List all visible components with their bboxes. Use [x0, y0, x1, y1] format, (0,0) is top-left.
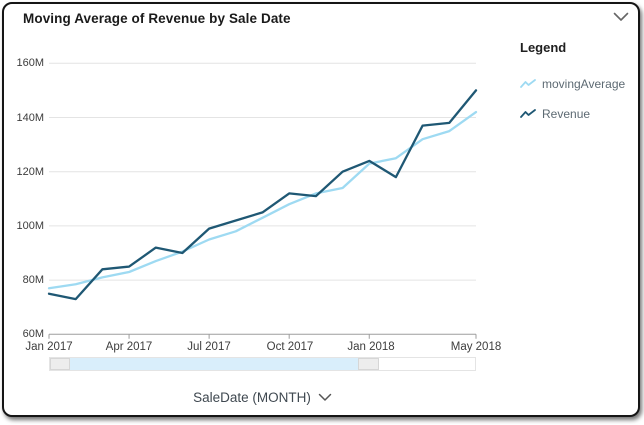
- y-axis-tick-label: 100M: [16, 220, 44, 232]
- x-axis-field-control[interactable]: SaleDate (MONTH): [49, 387, 476, 407]
- scrollbar-selected-range[interactable]: [70, 358, 358, 370]
- collapse-chevron-icon[interactable]: [611, 9, 631, 25]
- y-axis-tick-label: 120M: [16, 166, 44, 178]
- line-swatch-icon: [520, 79, 536, 88]
- y-axis-tick-label: 160M: [16, 57, 44, 69]
- legend-title: Legend: [520, 40, 567, 55]
- legend-item-movingaverage[interactable]: movingAverage: [520, 77, 638, 91]
- chart-title: Moving Average of Revenue by Sale Date: [23, 11, 291, 26]
- legend-item-label: movingAverage: [542, 77, 626, 91]
- y-axis-tick-label: 140M: [16, 112, 44, 124]
- x-axis-tick-label: Jan 2017: [25, 341, 73, 353]
- legend: Legend movingAverage Revenue: [520, 40, 638, 137]
- scrollbar-left-handle[interactable]: [50, 358, 70, 370]
- x-axis-tick-label: Jan 2018: [347, 341, 395, 353]
- legend-item-revenue[interactable]: Revenue: [520, 107, 638, 121]
- scrollbar-right-handle[interactable]: [358, 358, 379, 370]
- y-axis-tick-label: 60M: [22, 328, 44, 340]
- legend-item-label: Revenue: [542, 107, 591, 121]
- field-menu-chevron-icon: [318, 393, 332, 401]
- x-axis-tick-label: Jul 2017: [187, 341, 231, 353]
- line-swatch-icon: [520, 109, 536, 118]
- x-axis-tick-label: Oct 2017: [266, 341, 314, 353]
- date-range-scrollbar[interactable]: [49, 357, 476, 371]
- x-axis-field-label: SaleDate (MONTH): [193, 389, 311, 405]
- y-axis-tick-label: 80M: [22, 274, 44, 286]
- x-axis-tick-label: May 2018: [450, 341, 502, 353]
- x-axis-tick-label: Apr 2017: [105, 341, 153, 353]
